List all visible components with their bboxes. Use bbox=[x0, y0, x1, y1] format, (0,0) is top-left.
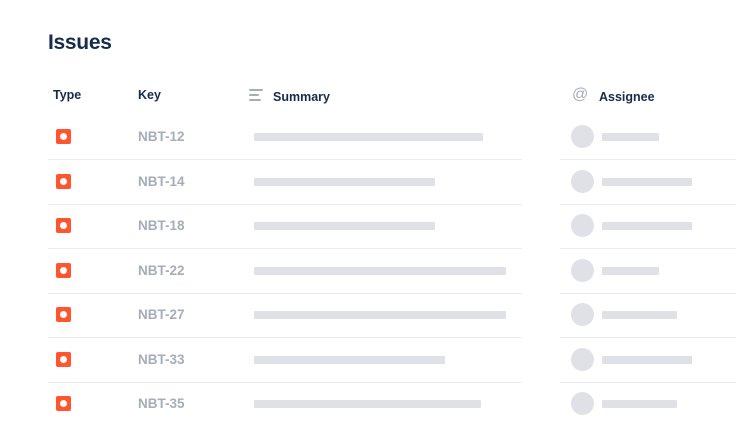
row-divider bbox=[48, 382, 522, 383]
summary-placeholder bbox=[254, 400, 481, 408]
row-divider bbox=[48, 248, 522, 249]
lines-icon bbox=[249, 89, 263, 104]
row-divider bbox=[560, 382, 736, 383]
assignee-placeholder bbox=[602, 400, 677, 408]
column-header-assignee[interactable]: Assignee bbox=[599, 90, 655, 104]
row-divider bbox=[560, 204, 736, 205]
bug-icon bbox=[56, 129, 71, 144]
table-row[interactable]: NBT-27 bbox=[0, 293, 736, 337]
assignee-placeholder bbox=[602, 311, 677, 319]
column-header-summary[interactable]: Summary bbox=[273, 90, 330, 104]
issue-key[interactable]: NBT-12 bbox=[138, 129, 185, 144]
issue-key[interactable]: NBT-33 bbox=[138, 351, 185, 367]
table-row[interactable]: NBT-22 bbox=[0, 249, 736, 293]
bug-icon bbox=[56, 396, 71, 411]
row-divider bbox=[48, 337, 522, 338]
bug-icon bbox=[56, 262, 71, 278]
row-divider bbox=[48, 293, 522, 294]
summary-placeholder bbox=[254, 266, 506, 275]
summary-placeholder bbox=[254, 355, 445, 364]
row-divider bbox=[48, 159, 522, 160]
at-icon: @ bbox=[572, 86, 589, 103]
summary-placeholder bbox=[254, 311, 506, 319]
issue-key[interactable]: NBT-18 bbox=[138, 218, 185, 233]
table-row[interactable]: NBT-14 bbox=[0, 160, 736, 204]
column-header-type[interactable]: Type bbox=[53, 88, 82, 102]
table-row[interactable]: NBT-12 bbox=[0, 115, 736, 159]
issue-key[interactable]: NBT-35 bbox=[138, 396, 185, 411]
assignee-placeholder bbox=[602, 355, 692, 364]
assignee-placeholder bbox=[602, 266, 659, 275]
bug-icon bbox=[56, 307, 71, 322]
summary-placeholder bbox=[254, 177, 435, 186]
row-divider bbox=[560, 293, 736, 294]
table-row[interactable]: NBT-33 bbox=[0, 338, 736, 382]
column-header-key[interactable]: Key bbox=[138, 88, 161, 102]
avatar bbox=[571, 303, 594, 326]
avatar bbox=[571, 169, 594, 193]
table-row[interactable]: NBT-18 bbox=[0, 204, 736, 248]
summary-placeholder bbox=[254, 133, 483, 141]
page-title: Issues bbox=[48, 31, 112, 54]
assignee-placeholder bbox=[602, 177, 692, 186]
issue-key[interactable]: NBT-22 bbox=[138, 262, 185, 278]
row-divider bbox=[560, 159, 736, 160]
avatar bbox=[571, 392, 594, 415]
avatar bbox=[571, 214, 594, 237]
row-divider bbox=[48, 204, 522, 205]
table-row[interactable]: NBT-35 bbox=[0, 382, 736, 426]
issue-key[interactable]: NBT-14 bbox=[138, 173, 185, 189]
avatar bbox=[571, 347, 594, 371]
issue-key[interactable]: NBT-27 bbox=[138, 307, 185, 322]
assignee-placeholder bbox=[602, 222, 692, 230]
summary-placeholder bbox=[254, 222, 435, 230]
assignee-placeholder bbox=[602, 133, 659, 141]
avatar bbox=[571, 258, 594, 282]
bug-icon bbox=[56, 173, 71, 189]
row-divider bbox=[560, 337, 736, 338]
bug-icon bbox=[56, 351, 71, 367]
avatar bbox=[571, 125, 594, 148]
bug-icon bbox=[56, 218, 71, 233]
row-divider bbox=[560, 248, 736, 249]
